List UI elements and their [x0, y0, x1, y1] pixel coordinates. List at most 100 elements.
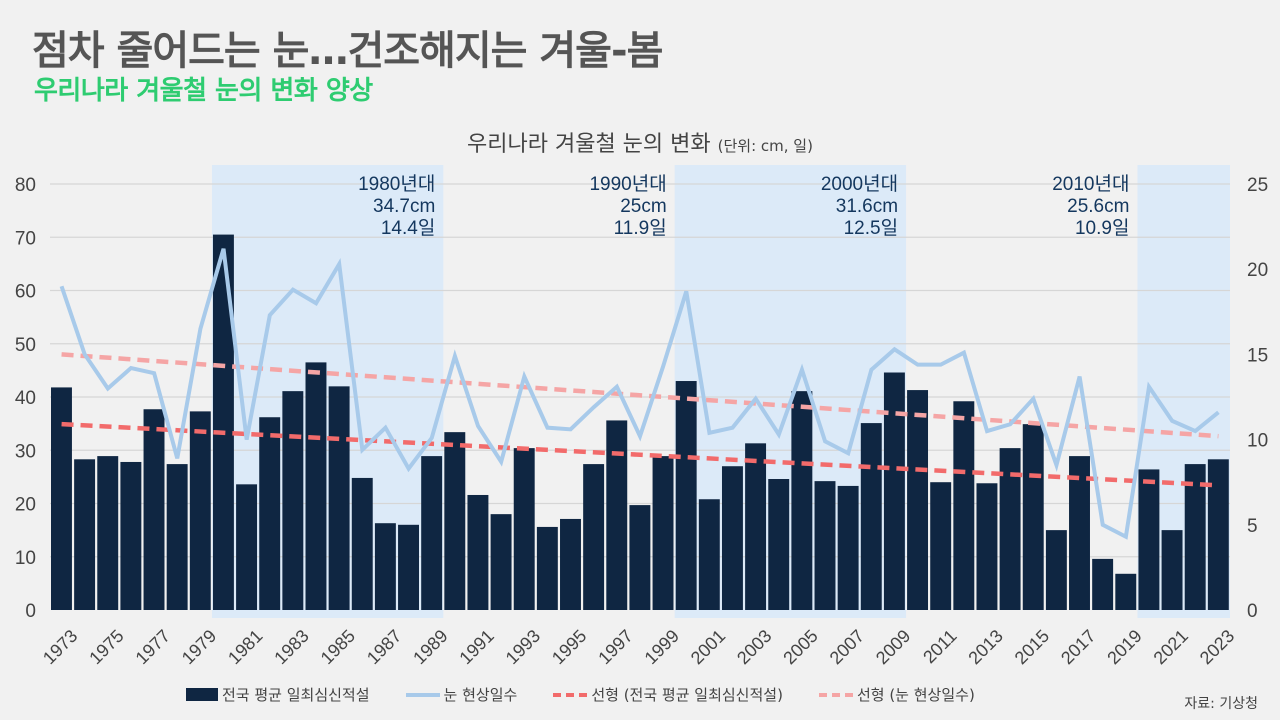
y-tick-label: 10 [15, 548, 36, 569]
bar [490, 514, 512, 610]
bar [74, 459, 96, 610]
bar [212, 234, 234, 610]
x-tick-label: 1979 [178, 626, 220, 668]
x-tick-label: 2013 [964, 626, 1006, 668]
bar [1161, 530, 1183, 610]
page-subtitle: 우리나라 겨울철 눈의 변화 양상 [34, 76, 373, 106]
bar [282, 391, 304, 610]
x-tick-label: 2011 [919, 626, 961, 668]
bar [1115, 573, 1137, 610]
y-tick-label: 30 [15, 441, 36, 462]
legend-swatch-line [405, 692, 440, 697]
snow-days-series [59, 248, 1220, 540]
bar [1022, 424, 1044, 610]
bar [1069, 456, 1090, 610]
y-tick-label: 20 [15, 495, 36, 516]
x-tick-label: 1981 [224, 626, 266, 668]
bar [259, 417, 281, 610]
y-tick-label: 80 [15, 175, 36, 196]
bar [166, 464, 188, 610]
decade-annotation: 34.7cm [373, 196, 435, 217]
x-tick-label: 1989 [409, 626, 451, 668]
bar-series [51, 234, 1229, 610]
decade-annotation: 2010년대 [1052, 173, 1129, 195]
bar [675, 381, 697, 610]
bar [444, 432, 466, 610]
decade-annotation: 2000년대 [821, 173, 898, 195]
chart-title: 우리나라 겨울철 눈의 변화 (단위: cm, 일) [0, 126, 1280, 158]
bar [953, 401, 975, 610]
legend-label: 선형 (눈 현상일수) [856, 686, 975, 704]
x-tick-label: 1993 [502, 626, 544, 668]
bar [398, 524, 419, 610]
y2-tick-label: 25 [1247, 175, 1268, 196]
x-tick-label: 2005 [779, 626, 821, 668]
legend-swatch-bar [186, 688, 218, 701]
legend-swatch-dash [553, 692, 588, 697]
trend-lines [61, 352, 1219, 488]
legend-label: 전국 평균 일최심신적설 [222, 686, 370, 704]
decade-annotation: 31.6cm [836, 196, 898, 217]
bar [930, 482, 952, 610]
x-tick-label: 2007 [826, 626, 868, 668]
chart-title-text: 우리나라 겨울철 눈의 변화 [467, 132, 711, 157]
x-tick-label: 2015 [1011, 626, 1053, 668]
y2-tick-label: 20 [1247, 260, 1268, 281]
bar [351, 477, 373, 610]
source-note: 자료: 기상청 [1184, 696, 1258, 712]
decade-annotation: 25cm [620, 196, 666, 217]
y-tick-label: 50 [15, 335, 36, 356]
bar [97, 456, 119, 610]
y2-tick-label: 15 [1247, 345, 1268, 366]
x-tick-label: 1973 [39, 626, 81, 668]
x-tick-label: 1987 [363, 626, 405, 668]
decade-annotation: 1990년대 [589, 173, 666, 195]
x-tick-label: 2019 [1103, 626, 1145, 668]
x-tick-label: 1985 [317, 626, 359, 668]
bar [1045, 530, 1067, 610]
x-tick-label: 1999 [641, 626, 683, 668]
x-tick-label: 2023 [1196, 626, 1238, 668]
x-tick-label: 1991 [455, 626, 497, 668]
legend-item-bars[interactable]: 전국 평균 일최심신적설 [186, 684, 370, 705]
bar [583, 464, 605, 610]
legend-swatch-dash [818, 692, 853, 697]
x-tick-label: 1983 [270, 626, 312, 668]
legend: 전국 평균 일최심신적설 눈 현상일수 선형 (전국 평균 일최심신적설) 선형… [186, 684, 1011, 705]
chart-title-unit: (단위: cm, 일) [717, 137, 813, 155]
bar [976, 483, 998, 610]
bar [745, 443, 767, 610]
bar [814, 481, 836, 610]
bar [305, 362, 327, 610]
legend-item-trend-days[interactable]: 선형 (눈 현상일수) [818, 684, 975, 705]
legend-item-line[interactable]: 눈 현상일수 [405, 684, 517, 705]
bar [606, 420, 628, 610]
x-tick-label: 1995 [548, 626, 590, 668]
y-tick-label: 70 [15, 228, 36, 249]
x-tick-label: 2009 [872, 626, 914, 668]
bar [513, 448, 535, 610]
decade-annotation: 1980년대 [358, 173, 435, 195]
decade-annotation: 12.5일 [844, 217, 898, 239]
legend-label: 선형 (전국 평균 일최심신적설) [591, 686, 783, 704]
decade-annotation: 14.4일 [381, 217, 435, 239]
x-axis: 1973 1975 1977 1979 1981 1983 1985 1987 1989 1991… [39, 626, 1238, 668]
y-tick-label: 60 [15, 282, 36, 303]
bar [860, 423, 882, 610]
bar [421, 456, 443, 610]
bar [1207, 459, 1229, 610]
bar [143, 409, 165, 610]
bar [51, 387, 72, 610]
bar [236, 484, 258, 610]
bar [189, 411, 211, 610]
bar [536, 526, 558, 610]
bar [467, 494, 489, 610]
bar [768, 479, 790, 610]
page-title: 점차 줄어드는 눈…건조해지는 겨울-봄 [32, 28, 663, 74]
bar [560, 518, 581, 610]
legend-item-trend-depth[interactable]: 선형 (전국 평균 일최심신적설) [553, 684, 783, 705]
bar [837, 485, 859, 610]
bar [721, 466, 743, 610]
